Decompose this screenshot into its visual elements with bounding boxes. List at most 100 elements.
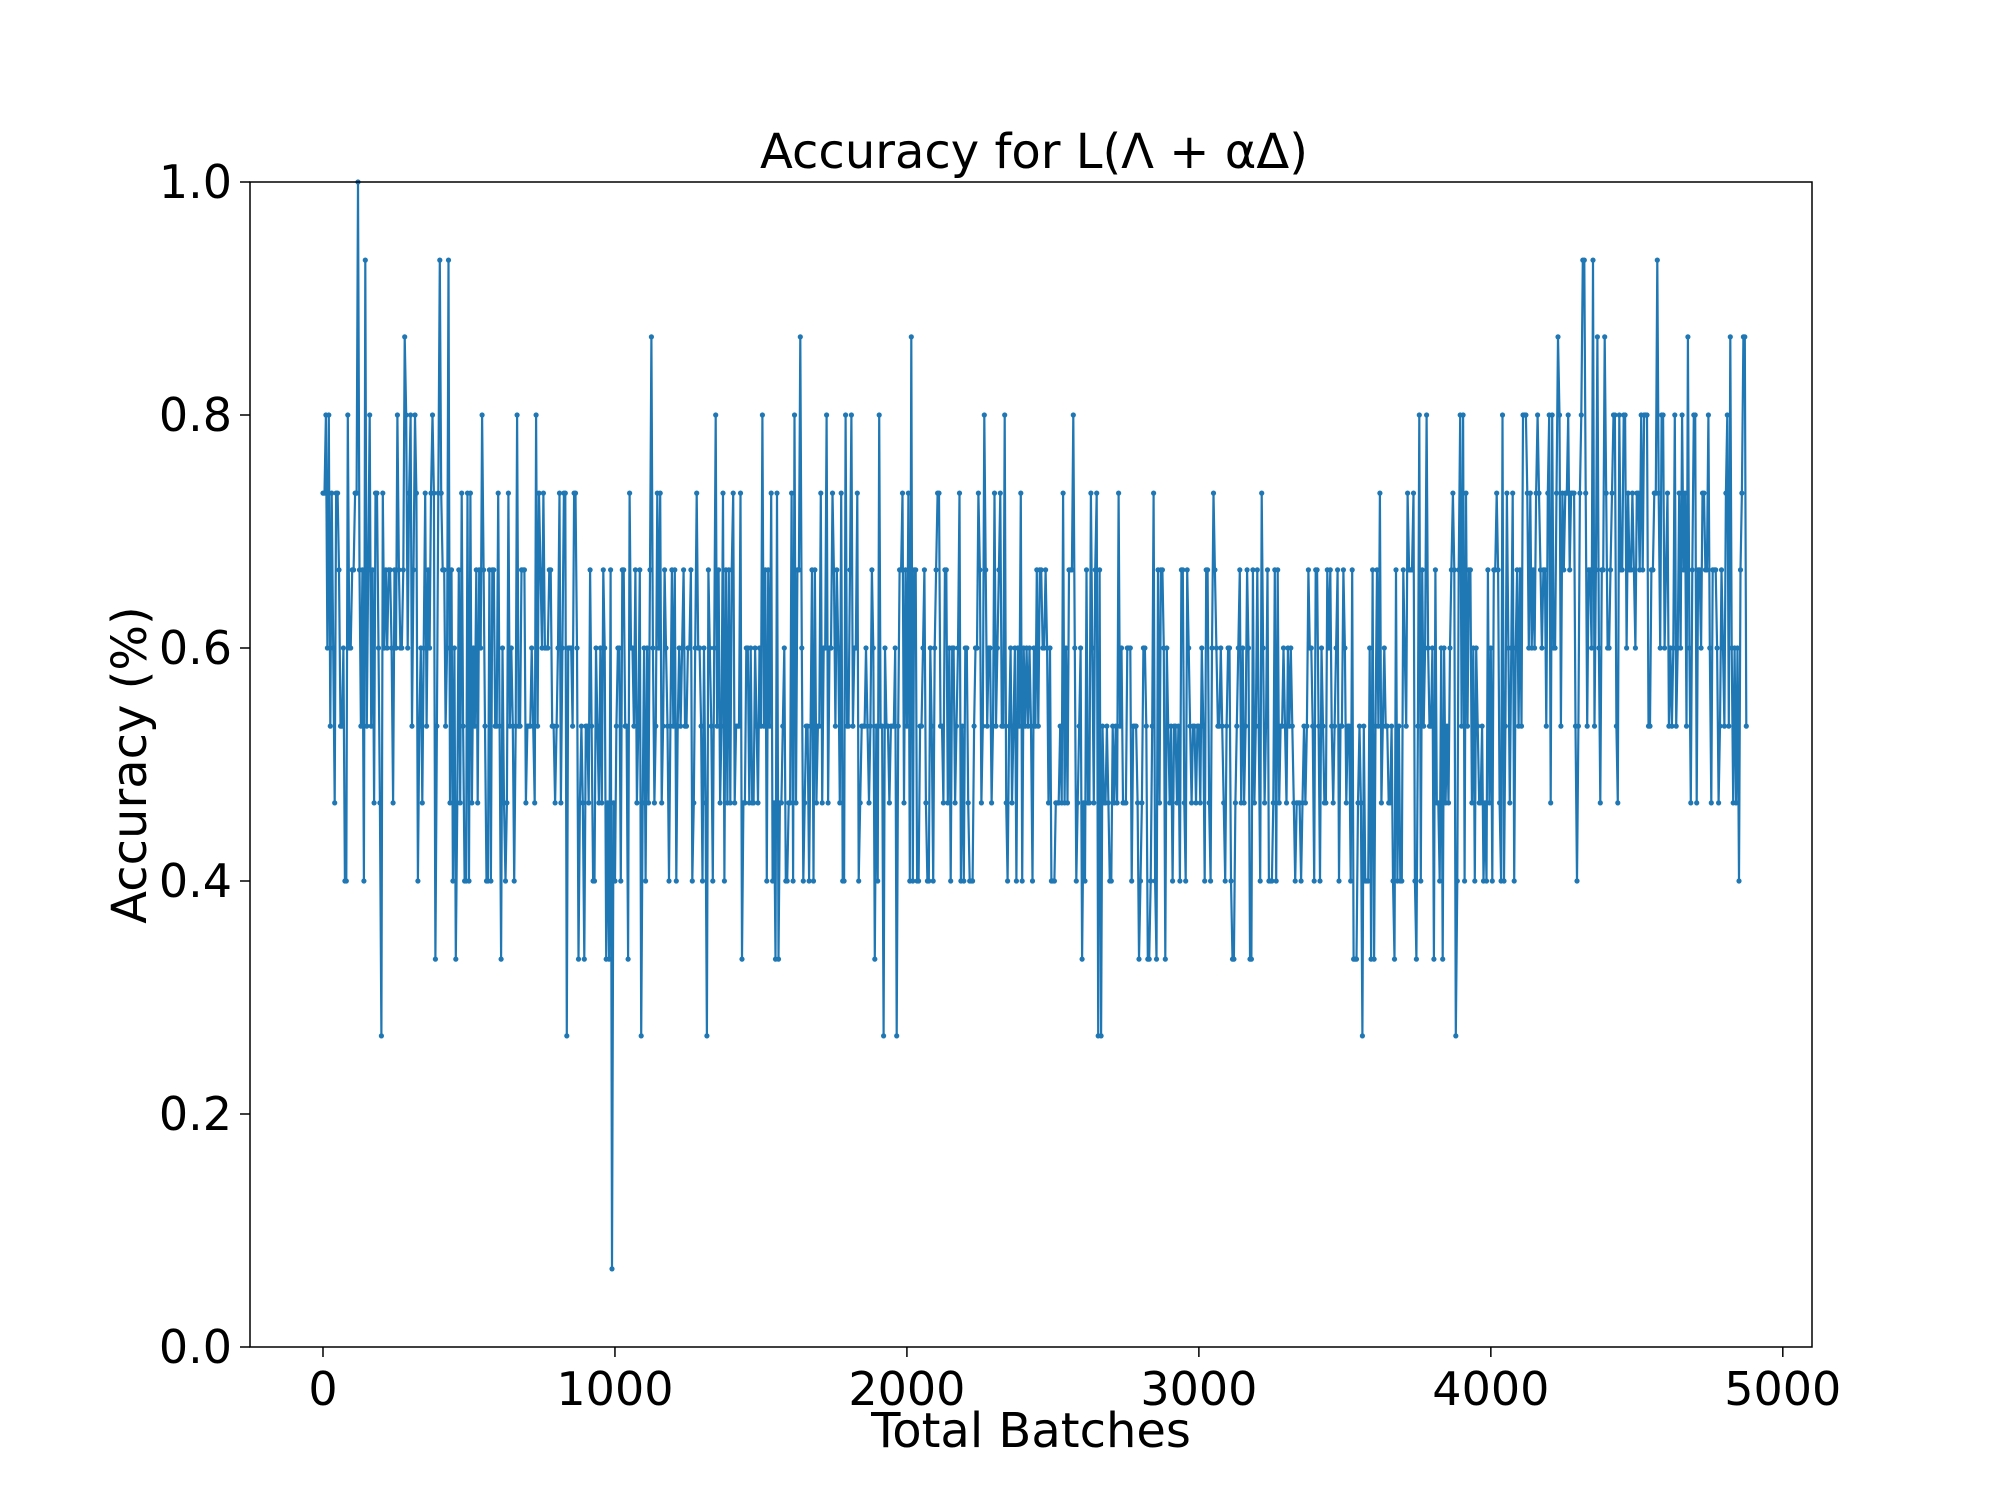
data-point (789, 490, 795, 496)
data-point (679, 645, 685, 651)
plot-frame (249, 181, 1813, 1348)
data-point (1123, 800, 1129, 806)
data-point (1444, 723, 1450, 729)
data-point (438, 490, 444, 496)
data-point (432, 956, 438, 962)
data-point (1153, 956, 1160, 962)
data-point (698, 723, 704, 729)
data-point (1726, 723, 1732, 729)
data-point (916, 878, 922, 884)
data-point (1574, 878, 1580, 884)
data-point (491, 567, 497, 573)
data-point (781, 645, 787, 651)
data-point (1184, 567, 1190, 573)
data-point (568, 645, 574, 651)
data-point (1200, 723, 1206, 729)
data-point (1478, 800, 1484, 806)
data-point (812, 567, 818, 573)
data-point (1527, 490, 1533, 496)
data-point (1413, 956, 1419, 962)
x-tick-label: 2000 (848, 1362, 965, 1416)
data-point (482, 723, 488, 729)
data-point (558, 800, 564, 806)
y-tick-label: 0.2 (159, 1087, 232, 1141)
data-point (1259, 490, 1265, 496)
data-point (780, 723, 786, 729)
data-point (1205, 567, 1211, 573)
data-point (1015, 645, 1021, 651)
data-point (643, 878, 649, 884)
data-point (437, 257, 443, 263)
data-point (981, 412, 987, 418)
data-point (837, 800, 843, 806)
data-point (1028, 723, 1034, 729)
data-point (1464, 723, 1471, 729)
data-point (752, 645, 758, 651)
data-point (645, 800, 652, 806)
data-point (1081, 800, 1087, 806)
data-point (1577, 490, 1583, 496)
data-point (1727, 334, 1733, 340)
data-point (345, 412, 351, 418)
data-point (768, 490, 774, 496)
data-point (1502, 723, 1508, 729)
data-point (854, 490, 860, 496)
data-point (1013, 878, 1020, 884)
data-point (1678, 645, 1684, 651)
data-point (1199, 645, 1205, 651)
data-point (1670, 645, 1676, 651)
data-point (965, 800, 971, 806)
data-point (1615, 800, 1621, 806)
data-point (913, 567, 919, 573)
data-point (476, 567, 482, 573)
data-point (1679, 412, 1685, 418)
data-point (1462, 878, 1468, 884)
data-point (791, 412, 798, 418)
data-point (406, 490, 412, 496)
data-point (1288, 645, 1294, 651)
data-point (716, 567, 722, 573)
data-point (660, 723, 666, 729)
data-point (933, 567, 939, 573)
data-point (1742, 334, 1748, 340)
data-point (891, 723, 897, 729)
data-point (989, 800, 995, 806)
data-point (1273, 878, 1279, 884)
data-point (1275, 567, 1281, 573)
data-point (1003, 800, 1009, 806)
data-point (1555, 334, 1561, 340)
data-point (330, 645, 336, 651)
data-point (574, 645, 580, 651)
data-point (514, 412, 520, 418)
data-point (951, 645, 957, 651)
data-point (1488, 645, 1494, 651)
data-point (1226, 645, 1233, 651)
data-point (602, 645, 608, 651)
data-point (948, 878, 954, 884)
data-point (784, 878, 790, 884)
data-point (1390, 878, 1396, 884)
data-point (1405, 490, 1411, 496)
data-point (975, 490, 982, 496)
data-point (1571, 490, 1577, 496)
data-point (1289, 723, 1295, 729)
data-point (1057, 723, 1063, 729)
data-point (1361, 723, 1367, 729)
data-point (1589, 645, 1595, 651)
data-point (1370, 567, 1376, 573)
data-point (688, 567, 694, 573)
data-point (908, 334, 914, 340)
data-point (638, 1033, 644, 1039)
data-point (952, 800, 958, 806)
data-point (816, 723, 822, 729)
data-point (616, 645, 622, 651)
data-point (1425, 645, 1431, 651)
data-point (529, 645, 535, 651)
data-point (834, 567, 840, 573)
data-point (608, 567, 614, 573)
data-point (1704, 567, 1710, 573)
data-point (1105, 800, 1111, 806)
data-point (1437, 878, 1443, 884)
data-point (1320, 723, 1326, 729)
data-point (416, 723, 422, 729)
